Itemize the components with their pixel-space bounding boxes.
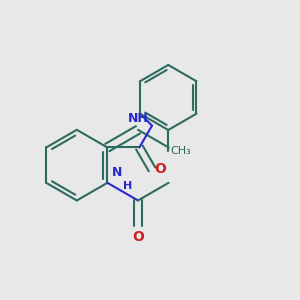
Text: CH₃: CH₃: [171, 146, 191, 156]
Text: O: O: [132, 230, 144, 244]
Text: H: H: [123, 181, 132, 191]
Text: NH: NH: [128, 112, 148, 125]
Text: N: N: [112, 167, 122, 179]
Text: O: O: [154, 162, 166, 176]
